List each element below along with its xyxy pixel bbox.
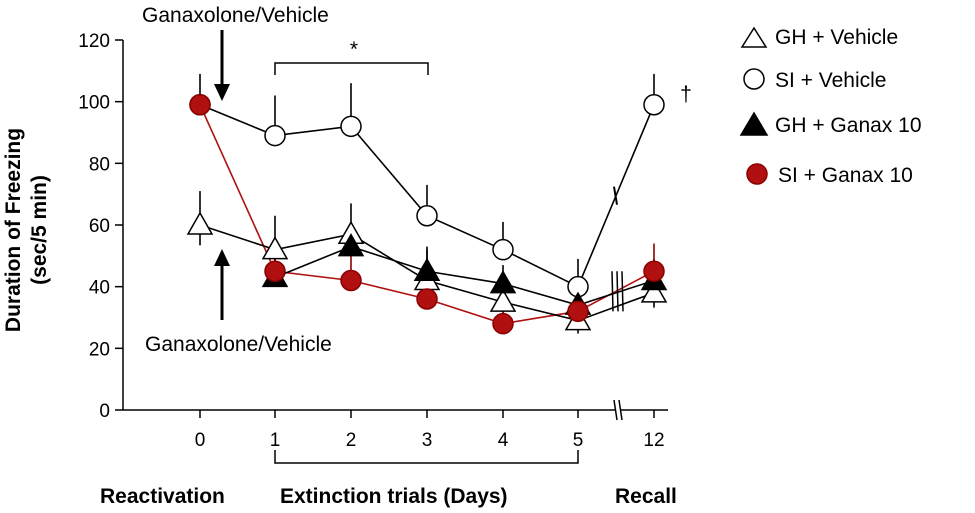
dagger-mark: † [680, 83, 692, 106]
data-point-triangle [261, 236, 289, 260]
data-point-circle [264, 124, 286, 147]
legend-label: GH + Ganax 10 [775, 114, 922, 137]
data-point-circle [416, 205, 438, 227]
data-point-triangle [337, 233, 365, 257]
x-tick-label: 5 [573, 430, 584, 451]
data-point-circle [567, 300, 589, 323]
extinction-bracket [274, 450, 579, 464]
y-axis-title-line2: (sec/5 min) [28, 175, 51, 285]
phase-label-reactivation: Reactivation [100, 485, 225, 508]
data-point-circle [340, 115, 362, 138]
series-line-2 [274, 245, 655, 307]
legend-label: GH + Vehicle [775, 26, 898, 49]
data-point-triangle [640, 279, 668, 303]
data-point-circle [643, 94, 665, 116]
legend-item-gh-ganax: GH + Ganax 10 [739, 111, 922, 137]
data-point-circle [340, 269, 362, 292]
legend-item-gh-vehicle: GH + Vehicle [740, 26, 898, 49]
line-break-mark [621, 271, 624, 312]
data-point-circle [492, 312, 514, 335]
data-point-triangle [413, 257, 441, 281]
data-point-circle [416, 288, 438, 310]
arrow-up-icon [214, 249, 230, 320]
x-axis-break-mark [613, 399, 618, 421]
significance-bracket [274, 62, 429, 75]
data-point-circle [492, 238, 514, 261]
data-point-triangle [489, 270, 517, 294]
y-axis-title-line1: Duration of Freezing [2, 128, 25, 332]
phase-label-recall: Recall [615, 485, 677, 508]
legend-label: SI + Vehicle [775, 69, 887, 92]
legend-marker-circle-filled [746, 163, 768, 185]
y-tick-label: 0 [99, 401, 110, 422]
data-point-circle [643, 260, 665, 282]
x-tick-label: 0 [195, 430, 206, 451]
x-tick-label: 1 [270, 430, 281, 451]
y-tick-label: 80 [89, 154, 110, 175]
data-point-circle [189, 94, 211, 116]
arrow-label-bottom: Ganaxolone/Vehicle [145, 333, 332, 356]
legend-marker-triangle-filled [739, 111, 769, 136]
line-break-mark [611, 271, 614, 312]
x-tick-label: 3 [422, 430, 433, 451]
data-point-circle [264, 260, 286, 282]
data-point-triangle [489, 288, 517, 312]
significance-star: * [350, 38, 358, 61]
legend-marker-circle-open [743, 68, 765, 90]
x-axis-break-mark [618, 399, 623, 421]
series-layer [186, 73, 668, 335]
y-tick-label: 60 [89, 216, 110, 237]
line-break-mark [616, 271, 619, 312]
legend-item-si-vehicle: SI + Vehicle [743, 68, 887, 92]
y-tick-label: 100 [78, 93, 110, 114]
arrow-label-top: Ganaxolone/Vehicle [142, 4, 329, 27]
line-break-mark [613, 186, 618, 205]
x-tick-label: 12 [643, 430, 664, 451]
y-tick-label: 120 [78, 31, 110, 52]
legend: GH + Vehicle SI + Vehicle GH + Ganax 10 … [739, 26, 922, 187]
legend-item-si-ganax: SI + Ganax 10 [746, 163, 913, 187]
y-tick-label: 40 [89, 278, 110, 299]
data-point-triangle [186, 211, 214, 235]
phase-label-extinction: Extinction trials (Days) [280, 485, 508, 508]
legend-label: SI + Ganax 10 [778, 164, 913, 187]
legend-marker-triangle-open [740, 26, 768, 48]
arrow-down-icon [214, 30, 230, 101]
x-tick-label: 4 [498, 430, 509, 451]
x-tick-label: 2 [346, 430, 357, 451]
y-tick-label: 20 [89, 339, 110, 360]
